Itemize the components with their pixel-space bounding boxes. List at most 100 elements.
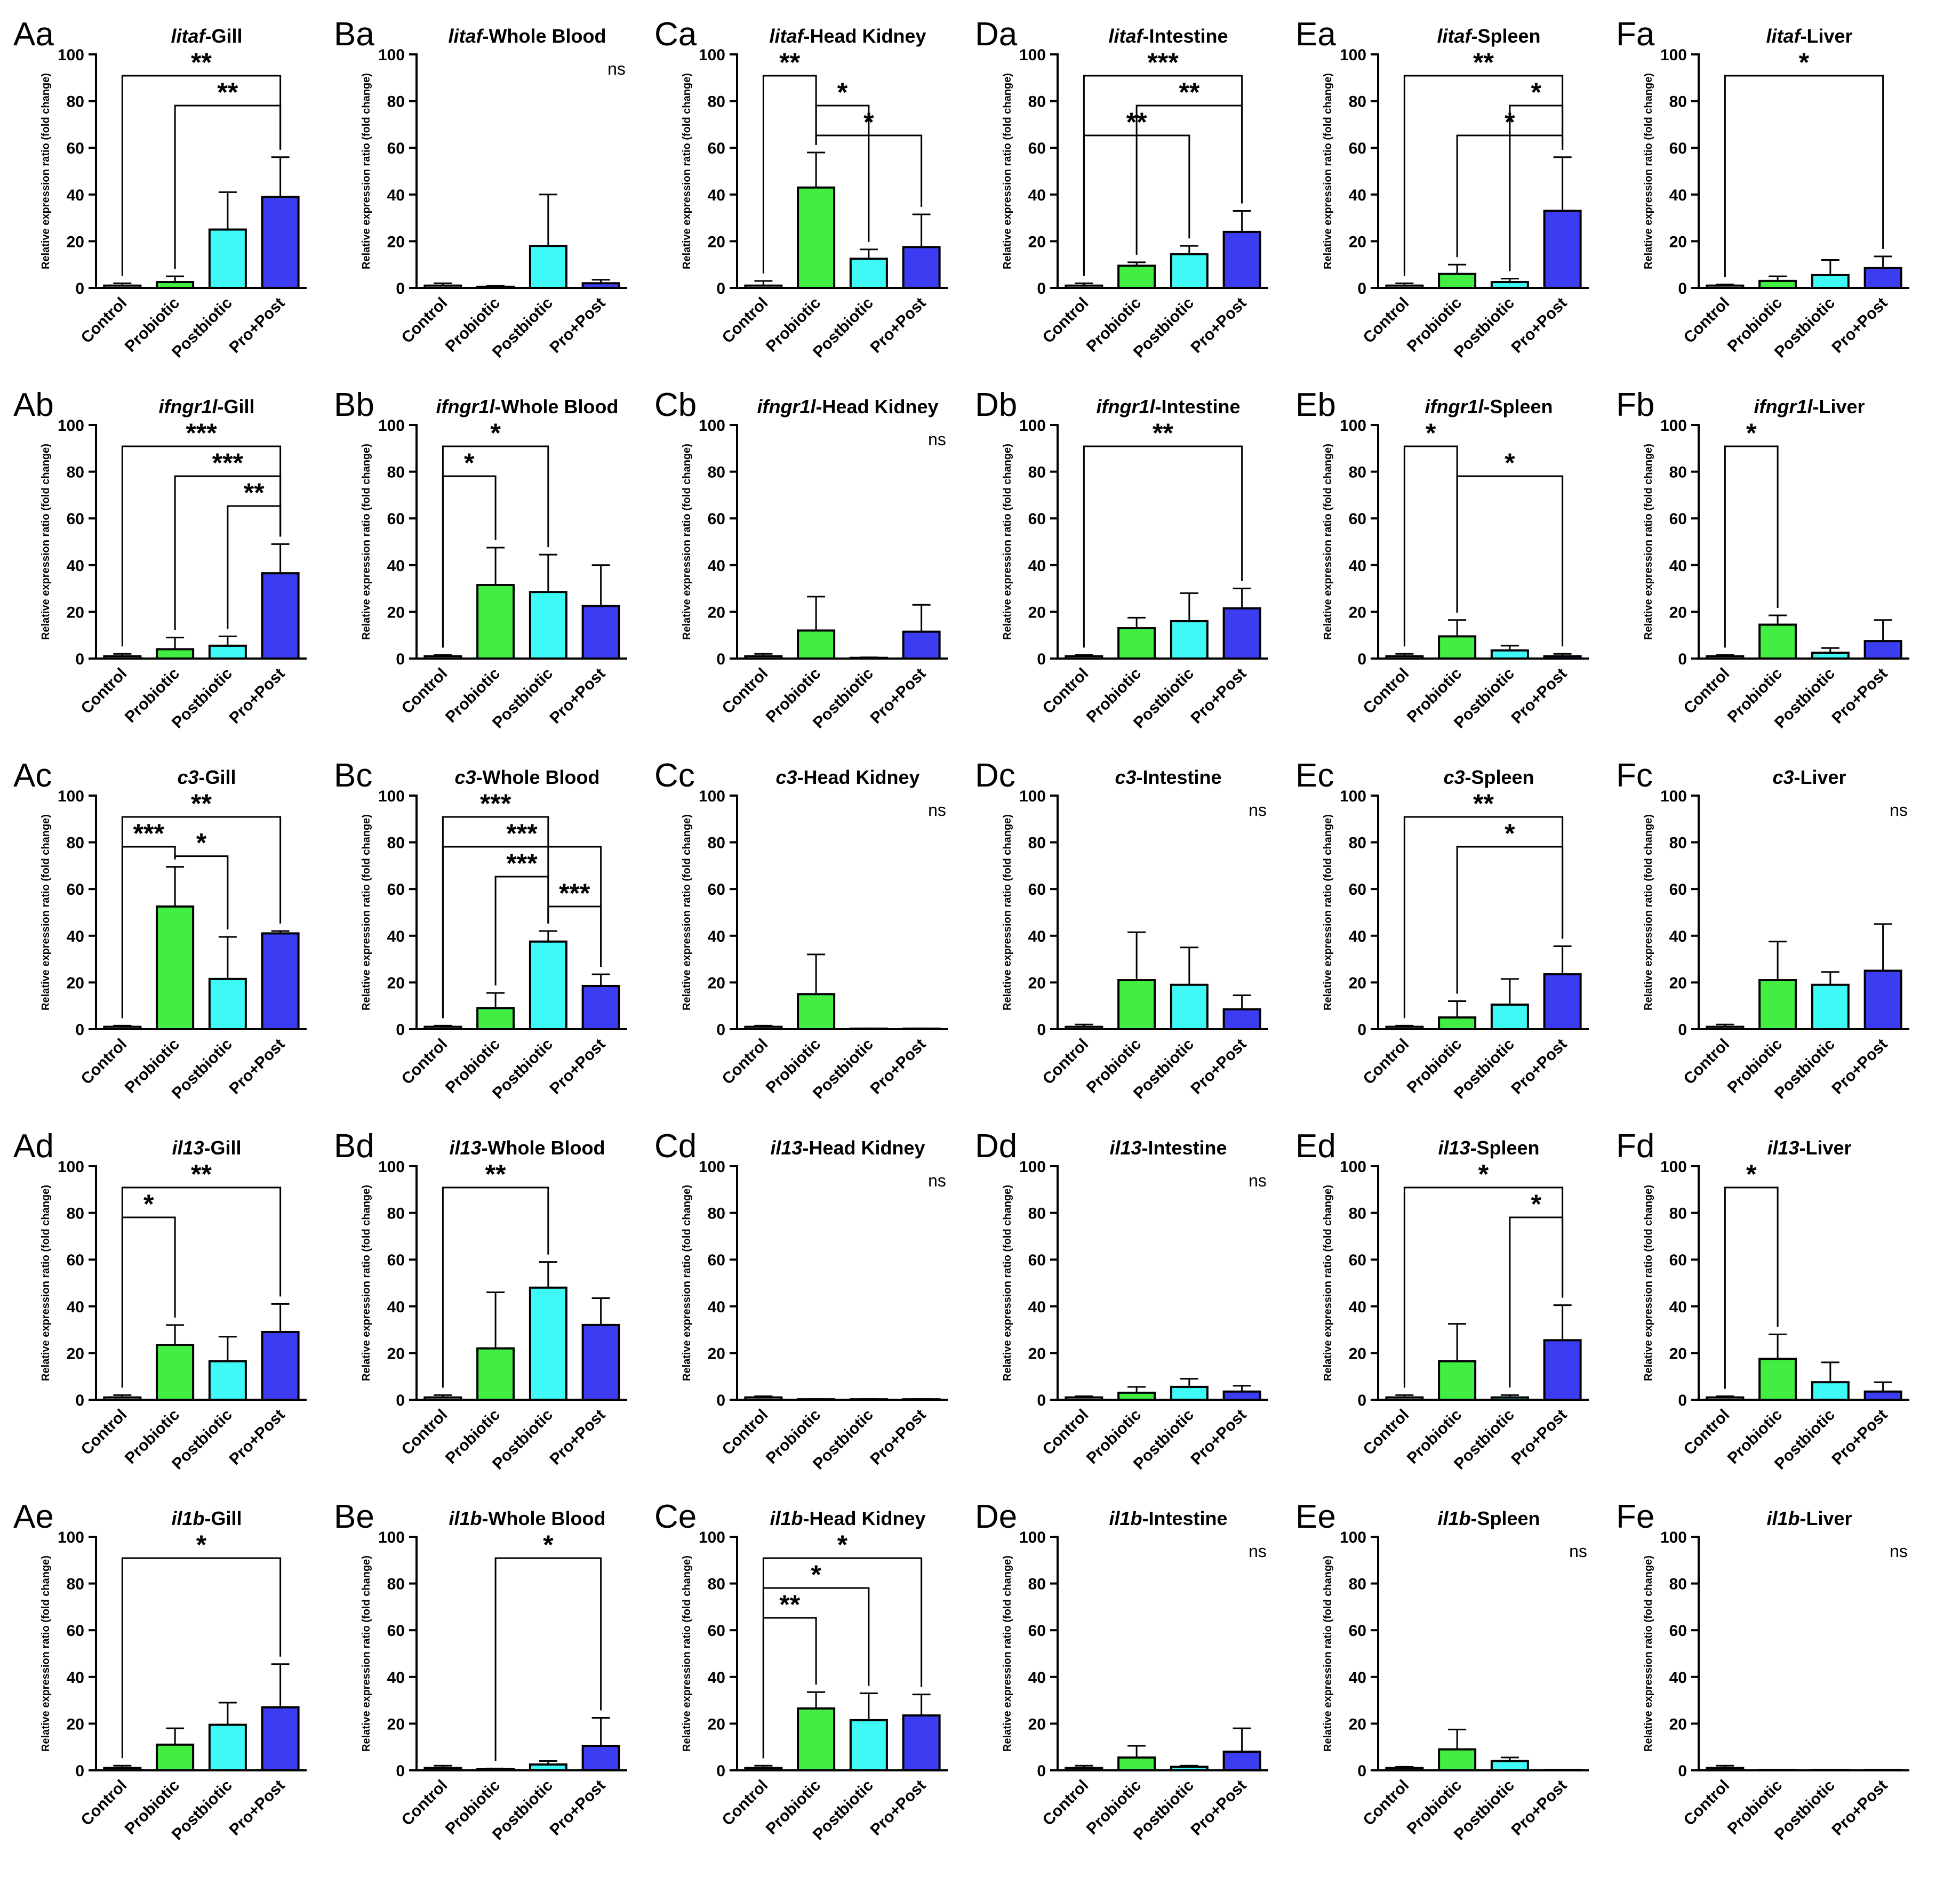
category-label: Control xyxy=(398,294,451,347)
tissue-name: -Whole Blood xyxy=(482,1507,606,1529)
y-tick-label: 20 xyxy=(387,974,405,992)
significance-bracket xyxy=(174,105,282,269)
category-label: Pro+Post xyxy=(1188,1406,1250,1469)
category-label: Control xyxy=(1681,1777,1733,1830)
y-axis-label: Relative expression ratio (fold change) xyxy=(1322,73,1334,269)
bar-probiotic xyxy=(476,1347,515,1401)
panel-Ae: Ae il1b-Gill Relative expression ratio (fo… xyxy=(13,1498,307,1843)
y-tick-label: 40 xyxy=(1349,1669,1366,1687)
y-tick-label: 40 xyxy=(1349,1298,1366,1316)
significance-stars: * xyxy=(196,828,207,858)
y-tick-label: 60 xyxy=(1669,881,1687,899)
panel-title: ifngr1l-Spleen xyxy=(1425,396,1553,418)
bar-control xyxy=(103,1767,142,1772)
bar-control xyxy=(103,655,142,660)
panel-title: il13-Head Kidney xyxy=(770,1137,925,1159)
y-tick-label: 100 xyxy=(1019,788,1046,805)
significance-stars: * xyxy=(1505,819,1515,848)
y-tick-label: 20 xyxy=(1028,604,1046,621)
bar-postbiotic xyxy=(849,1719,888,1772)
not-significant-label: ns xyxy=(1890,800,1908,820)
y-tick-label: 80 xyxy=(387,93,405,111)
y-tick-label: 40 xyxy=(1349,928,1366,945)
y-tick-label: 80 xyxy=(387,835,405,852)
y-tick-label: 80 xyxy=(67,1205,84,1223)
bar-postbiotic xyxy=(529,1763,567,1772)
y-tick-label: 0 xyxy=(1357,1392,1366,1409)
y-tick-label: 0 xyxy=(1357,651,1366,668)
bar-postbiotic xyxy=(849,258,888,289)
y-tick-label: 20 xyxy=(708,1715,725,1733)
bar-control xyxy=(423,1767,462,1772)
significance-bracket xyxy=(442,1186,549,1388)
panel-title: litaf-Spleen xyxy=(1437,25,1540,47)
panel-title: il1b-Whole Blood xyxy=(449,1507,606,1529)
bar-postbiotic xyxy=(208,644,247,660)
bar-postbiotic xyxy=(1811,983,1850,1031)
panel-letter: Bb xyxy=(334,387,374,423)
bar-probiotic xyxy=(156,905,195,1031)
y-tick-label: 20 xyxy=(1669,604,1687,621)
bar-pro-post xyxy=(1543,1339,1582,1401)
category-label: Control xyxy=(719,294,772,347)
bar-control xyxy=(103,284,142,289)
bar-pro-post xyxy=(1543,210,1582,289)
tissue-name: -Spleen xyxy=(1471,25,1540,47)
category-label: Pro+Post xyxy=(547,1777,609,1839)
panel-letter: Ed xyxy=(1295,1128,1336,1165)
significance-stars: ** xyxy=(485,1159,506,1189)
category-label: Pro+Post xyxy=(1829,1036,1891,1098)
y-axis-label: Relative expression ratio (fold change) xyxy=(361,444,372,640)
y-tick-label: 80 xyxy=(1349,464,1366,482)
y-tick-label: 20 xyxy=(1028,1345,1046,1362)
not-significant-label: ns xyxy=(928,1171,946,1190)
y-tick-label: 0 xyxy=(716,651,725,668)
y-axis-label: Relative expression ratio (fold change) xyxy=(40,73,52,269)
gene-name: il13 xyxy=(1438,1137,1470,1159)
y-tick-label: 60 xyxy=(1028,1622,1046,1640)
panel-Cd: Cd il13-Head Kidney Relative expression ra… xyxy=(654,1128,948,1473)
gene-name: c3 xyxy=(455,766,476,788)
significance-bracket xyxy=(121,1557,282,1759)
y-tick-label: 60 xyxy=(387,140,405,157)
category-label: Pro+Post xyxy=(1508,1406,1571,1469)
panel-Ca: Ca litaf-Head Kidney Relative expression r… xyxy=(654,16,948,361)
category-label: Control xyxy=(1039,665,1092,718)
significance-stars: * xyxy=(863,107,874,137)
panel-letter: Ad xyxy=(13,1128,54,1165)
category-label: Control xyxy=(1360,294,1413,347)
y-tick-label: 20 xyxy=(708,1345,725,1362)
y-axis-label: Relative expression ratio (fold change) xyxy=(1322,1555,1334,1752)
significance-bracket xyxy=(1456,134,1564,258)
bar-control xyxy=(1065,1396,1103,1401)
bar-probiotic xyxy=(1438,1016,1477,1030)
y-tick-label: 40 xyxy=(708,928,725,945)
bar-control xyxy=(1065,284,1103,289)
bar-pro-post xyxy=(1222,1750,1261,1771)
bar-control xyxy=(423,655,462,660)
panel-letter: Bc xyxy=(334,757,372,794)
y-tick-label: 20 xyxy=(387,1345,405,1362)
panel-letter: Ac xyxy=(13,757,52,794)
gene-name: il13 xyxy=(1767,1137,1799,1159)
tissue-name: -Liver xyxy=(1812,396,1865,418)
bar-postbiotic xyxy=(1490,1004,1529,1031)
bar-pro-post xyxy=(1863,267,1902,289)
panel-Aa: Aa litaf-Gill Relative expression ratio (f… xyxy=(13,16,307,361)
bar-control xyxy=(1385,284,1424,289)
gene-name: il1b xyxy=(1766,1507,1799,1529)
y-axis-label: Relative expression ratio (fold change) xyxy=(681,444,693,640)
y-tick-label: 100 xyxy=(699,1158,725,1176)
significance-stars: * xyxy=(1478,1159,1489,1189)
y-tick-label: 60 xyxy=(708,1622,725,1640)
y-tick-label: 100 xyxy=(1019,46,1046,64)
panel-title: c3-Spleen xyxy=(1443,766,1534,788)
bar-control xyxy=(1706,284,1745,289)
y-axis-label: Relative expression ratio (fold change) xyxy=(1643,444,1654,640)
bar-postbiotic xyxy=(1811,1381,1850,1401)
category-label: Control xyxy=(1681,665,1733,718)
y-tick-label: 80 xyxy=(708,93,725,111)
panel-letter: Ab xyxy=(13,387,54,423)
bar-probiotic xyxy=(1438,1360,1477,1401)
panel-Fa: Fa litaf-Liver Relative expression ratio (… xyxy=(1616,16,1909,361)
